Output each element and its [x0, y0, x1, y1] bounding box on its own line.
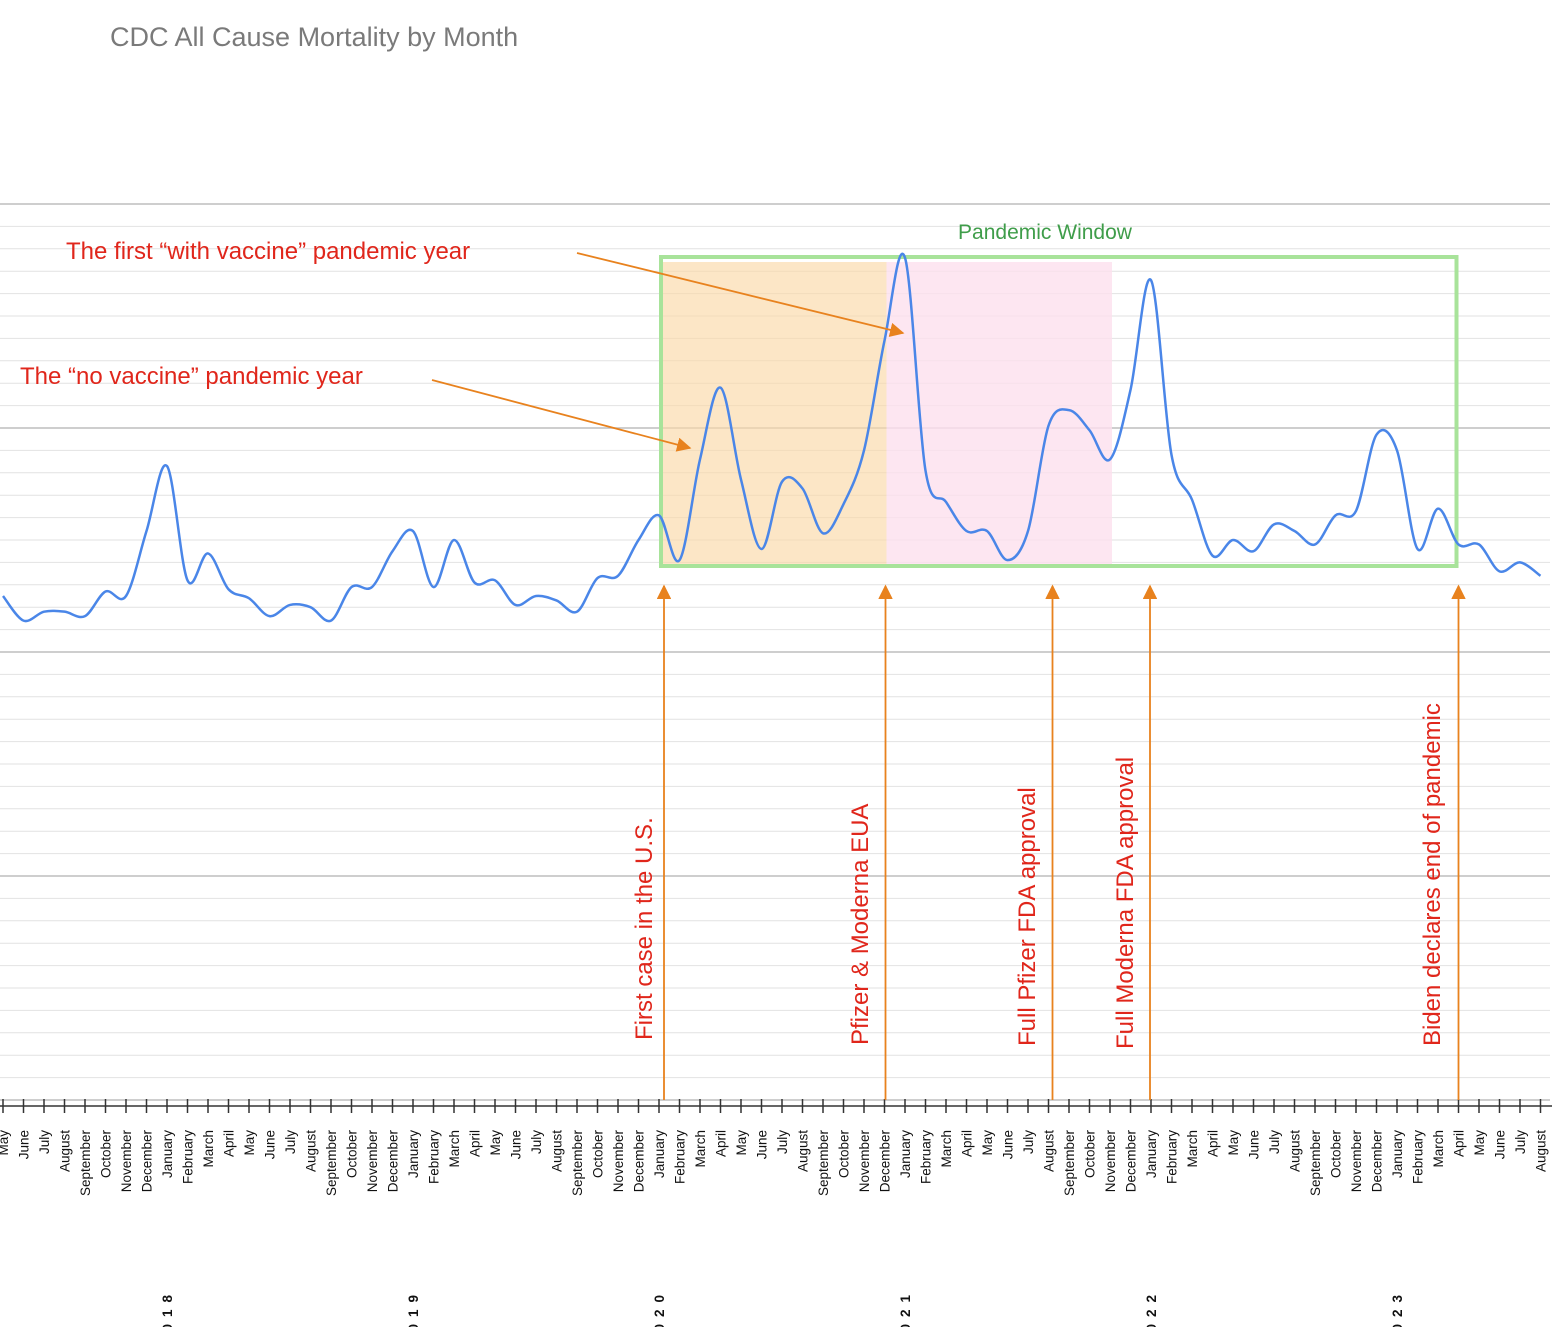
x-tick-label: August	[1042, 1130, 1057, 1172]
x-tick-label: April	[222, 1130, 237, 1157]
arrow	[431, 379, 692, 452]
window-label: Pandemic Window	[958, 221, 1133, 244]
x-tick-label: November	[365, 1130, 380, 1193]
x-year-label: 2021	[898, 1288, 913, 1327]
x-tick-label: February	[427, 1130, 442, 1184]
x-tick-label: April	[960, 1130, 975, 1157]
x-tick-label: July	[1267, 1130, 1282, 1154]
x-tick-label: July	[775, 1130, 790, 1154]
x-tick-label: June	[17, 1130, 32, 1159]
x-tick-label: April	[714, 1130, 729, 1157]
data-line	[2, 252, 1542, 623]
x-tick-label: May	[488, 1130, 503, 1156]
x-tick-label: May	[980, 1130, 995, 1156]
x-tick-label: January	[406, 1130, 421, 1178]
x-tick-label: October	[591, 1130, 606, 1179]
x-tick-label: December	[1124, 1130, 1139, 1193]
x-tick-label: August	[304, 1130, 319, 1172]
event-label: Biden declares end of pandemic	[1419, 703, 1446, 1046]
x-tick-label: August	[796, 1130, 811, 1172]
x-tick-label: March	[1185, 1130, 1200, 1168]
x-tick-label: April	[468, 1130, 483, 1157]
x-tick-label: February	[919, 1130, 934, 1184]
x-tick-label: October	[99, 1130, 114, 1179]
event-label: First case in the U.S.	[631, 817, 658, 1040]
x-tick-label: April	[1452, 1130, 1467, 1157]
x-tick-label: March	[447, 1130, 462, 1168]
x-tick-label: November	[611, 1130, 626, 1193]
pandemic-window	[659, 255, 1459, 568]
x-tick-label: June	[263, 1130, 278, 1159]
x-tick-label: September	[78, 1130, 93, 1197]
x-tick-label: August	[550, 1130, 565, 1172]
x-tick-label: December	[386, 1130, 401, 1193]
x-tick-label: January	[652, 1130, 667, 1178]
x-tick-label: November	[857, 1130, 872, 1193]
x-tick-label: July	[1513, 1130, 1528, 1154]
x-year-label: 2020	[652, 1288, 667, 1327]
x-tick-label: October	[345, 1130, 360, 1179]
x-tick-label: November	[1103, 1130, 1118, 1193]
shade-no-vaccine	[663, 262, 887, 564]
event-label: Pfizer & Moderna EUA	[847, 804, 874, 1045]
x-tick-label: March	[693, 1130, 708, 1168]
x-tick-label: May	[734, 1130, 749, 1156]
x-year-label: 2018	[160, 1288, 175, 1327]
x-tick-label: January	[1390, 1130, 1405, 1178]
annotation: The “no vaccine” pandemic year	[20, 363, 363, 390]
x-tick-label: September	[570, 1130, 585, 1197]
x-year-label: 2022	[1144, 1288, 1159, 1327]
x-tick-label: July	[37, 1130, 52, 1154]
x-tick-label: January	[898, 1130, 913, 1178]
x-tick-label: May	[0, 1130, 11, 1156]
annotation: The first “with vaccine” pandemic year	[66, 238, 470, 265]
x-tick-label: June	[1247, 1130, 1262, 1159]
x-tick-label: July	[1021, 1130, 1036, 1154]
x-year-label: 2023	[1390, 1288, 1405, 1327]
x-year-label: 2019	[406, 1288, 421, 1327]
x-tick-label: April	[1206, 1130, 1221, 1157]
arrow	[576, 252, 905, 337]
x-tick-label: June	[1493, 1130, 1508, 1159]
x-tick-label: September	[816, 1130, 831, 1197]
x-tick-label: June	[755, 1130, 770, 1159]
x-tick-label: February	[1165, 1130, 1180, 1184]
x-tick-label: September	[1062, 1130, 1077, 1197]
x-tick-label: October	[837, 1130, 852, 1179]
x-tick-label: September	[324, 1130, 339, 1197]
x-tick-label: July	[529, 1130, 544, 1154]
x-tick-label: June	[509, 1130, 524, 1159]
x-tick-label: March	[1431, 1130, 1446, 1168]
chart-title: CDC All Cause Mortality by Month	[110, 22, 518, 52]
event-label: Full Moderna FDA approval	[1112, 757, 1139, 1049]
x-tick-label: May	[242, 1130, 257, 1156]
x-tick-label: August	[58, 1130, 73, 1172]
x-tick-label: July	[283, 1130, 298, 1154]
x-tick-label: February	[673, 1130, 688, 1184]
x-tick-label: January	[1144, 1130, 1159, 1178]
x-tick-label: December	[140, 1130, 155, 1193]
x-tick-label: September	[1308, 1130, 1323, 1197]
x-tick-label: December	[878, 1130, 893, 1193]
x-tick-label: November	[119, 1130, 134, 1193]
x-tick-label: May	[1472, 1130, 1487, 1156]
x-tick-label: February	[181, 1130, 196, 1184]
x-tick-label: June	[1001, 1130, 1016, 1159]
x-tick-label: October	[1329, 1130, 1344, 1179]
x-tick-label: December	[632, 1130, 647, 1193]
x-tick-label: February	[1411, 1130, 1426, 1184]
x-tick-label: January	[160, 1130, 175, 1178]
x-tick-label: March	[939, 1130, 954, 1168]
x-tick-label: August	[1288, 1130, 1303, 1172]
x-tick-label: October	[1083, 1130, 1098, 1179]
x-tick-label: December	[1370, 1130, 1385, 1193]
x-tick-label: March	[201, 1130, 216, 1168]
x-tick-label: November	[1349, 1130, 1364, 1193]
event-label: Full Pfizer FDA approval	[1014, 787, 1041, 1046]
x-tick-label: August	[1534, 1130, 1549, 1172]
x-tick-label: May	[1226, 1130, 1241, 1156]
